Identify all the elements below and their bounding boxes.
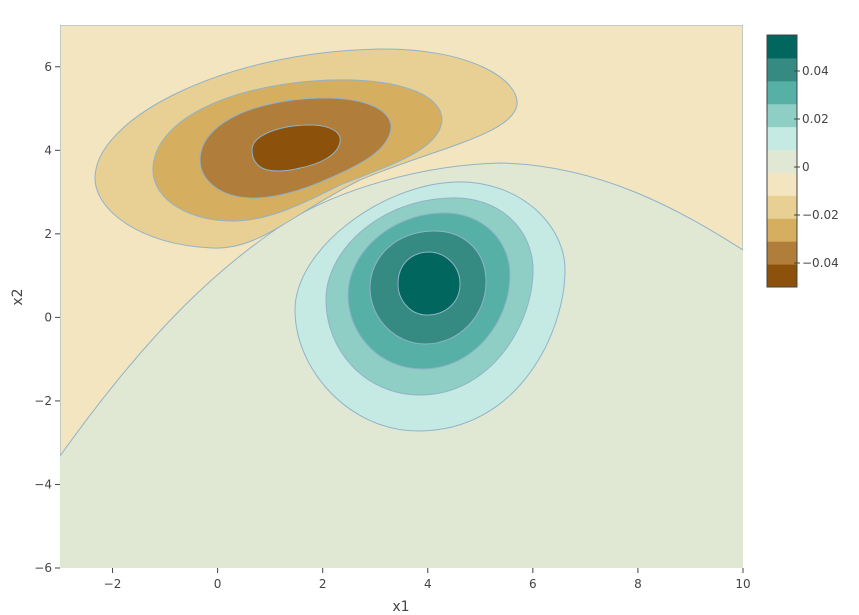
colorbar-band [767, 241, 797, 265]
colorbar-band [767, 218, 797, 242]
colorbar-band [767, 126, 797, 151]
x-tick-label: 2 [319, 577, 327, 591]
x-tick-label: 6 [529, 577, 537, 591]
contour-level-minus-0.04 [251, 124, 341, 172]
x-tick-label: 10 [735, 577, 750, 591]
y-tick-label: −2 [34, 394, 52, 408]
colorbar-tick-label: 0.04 [802, 64, 829, 78]
x-axis-title: x1 [392, 599, 409, 615]
colorbar-band [767, 103, 797, 128]
colorbar-tick-label: 0.02 [802, 112, 829, 126]
y-tick-label: −6 [34, 561, 52, 575]
contour-level-plus-0.05 [397, 251, 461, 316]
colorbar-band [767, 264, 797, 288]
x-tick-label: −2 [104, 577, 122, 591]
colorbar-band [767, 195, 797, 219]
x-axis: −2 0 2 4 6 8 10 [104, 568, 751, 591]
x-tick-label: 4 [424, 577, 432, 591]
colorbar-band [767, 149, 797, 173]
colorbar-tick-label: −0.02 [802, 208, 839, 222]
colorbar-outline [766, 34, 798, 288]
colorbar-tick-label: 0 [802, 160, 810, 174]
y-tick-label: 4 [44, 143, 52, 157]
y-axis: −6 −4 −2 0 2 4 6 [34, 60, 60, 575]
colorbar-band [767, 80, 797, 105]
colorbar-tick-label: −0.04 [802, 256, 839, 270]
colorbar-band [767, 172, 797, 196]
colorbar: −0.04 −0.02 0 0.02 0.04 [766, 34, 839, 288]
plot-area [60, 25, 743, 568]
colorbar-band [767, 57, 797, 82]
x-tick-label: 8 [634, 577, 642, 591]
y-tick-label: 6 [44, 60, 52, 74]
y-tick-label: −4 [34, 477, 52, 491]
x-tick-label: 0 [214, 577, 222, 591]
y-tick-label: 0 [44, 310, 52, 324]
y-axis-title: x2 [10, 288, 26, 305]
colorbar-band [767, 35, 797, 59]
y-tick-label: 2 [44, 227, 52, 241]
